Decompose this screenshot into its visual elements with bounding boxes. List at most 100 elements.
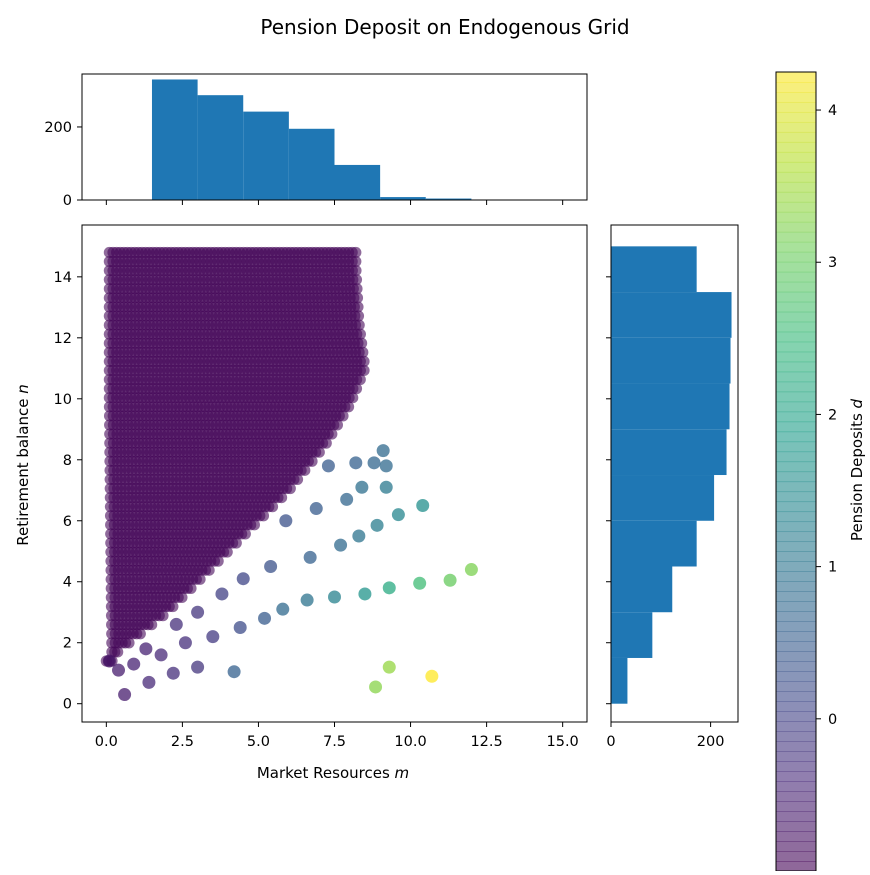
colorbar-segment (776, 72, 816, 83)
colorbar-segment (776, 241, 816, 253)
y-tick-label: 2 (63, 636, 72, 652)
scatter-point (443, 573, 457, 587)
top-histogram-bar (197, 95, 244, 200)
colorbar-segment (776, 381, 816, 393)
scatter-point (227, 665, 241, 679)
scatter-point (127, 657, 141, 671)
grid-point (350, 274, 363, 286)
colorbar-segment (776, 121, 816, 133)
right-histogram-bar (611, 657, 628, 704)
colorbar-segment (776, 641, 816, 652)
right-histogram-bar (611, 612, 653, 658)
colorbar-segment (776, 221, 816, 233)
colorbar-segment (776, 691, 816, 702)
colorbar-segment (776, 481, 816, 493)
top-histogram-bar (380, 197, 426, 200)
colorbar-segment (776, 551, 816, 562)
grid-point (194, 573, 206, 585)
right-histogram-bar (611, 292, 732, 338)
top-histogram: 0 200 (44, 73, 588, 209)
x-tick-label: 10.0 (394, 734, 426, 750)
right-axes-frame (610, 224, 739, 723)
colorbar-segment (776, 461, 816, 473)
colorbar-segment (776, 211, 816, 223)
colorbar-segment (776, 821, 816, 832)
grid-point (291, 473, 304, 486)
colorbar-segment (776, 331, 816, 343)
scatter-point (382, 660, 396, 674)
y-tick-label: 6 (63, 514, 72, 530)
colorbar-segment (776, 831, 816, 842)
x-tick-label: 12.5 (470, 734, 502, 750)
colorbar-segment (776, 441, 816, 453)
grid-point (353, 319, 365, 331)
colorbar-segment (776, 161, 816, 173)
colorbar-segment (776, 281, 816, 293)
grid-point (185, 582, 197, 594)
right-histogram-bar (611, 520, 697, 567)
colorbar-tick-label: 2 (828, 407, 837, 423)
colorbar-tick-label: 3 (828, 255, 837, 271)
scatter-point (370, 518, 384, 532)
colorbar-segment (776, 701, 816, 712)
scatter-point (276, 602, 290, 616)
scatter-point (369, 680, 383, 694)
colorbar-segment (776, 401, 816, 413)
grid-point (112, 646, 124, 658)
colorbar-segment (776, 581, 816, 592)
colorbar-segment (776, 561, 816, 572)
colorbar-segment (776, 151, 816, 163)
grid-point (146, 619, 158, 631)
scatter-point (215, 587, 229, 601)
colorbar-segment (776, 231, 816, 243)
scatter-point (328, 590, 341, 604)
colorbar-segment (776, 131, 816, 143)
scatter-point (321, 459, 335, 473)
colorbar-segment (776, 841, 816, 852)
colorbar-segment (776, 261, 816, 273)
right-histogram-bar (611, 475, 715, 521)
colorbar-segment (776, 111, 816, 123)
scatter-point (206, 630, 220, 644)
colorbar-segment (776, 451, 816, 463)
colorbar-segment (776, 661, 816, 672)
grid-point (320, 437, 332, 449)
colorbar-segment (776, 501, 816, 513)
colorbar-segment (776, 411, 816, 423)
grid-point (203, 564, 215, 576)
scatter-point (142, 675, 156, 689)
colorbar-segment (776, 91, 816, 103)
grid-point (313, 446, 325, 458)
grid-point (351, 292, 364, 304)
scatter-point (279, 514, 293, 528)
scatter-point (233, 620, 247, 634)
grid-point (134, 628, 146, 640)
axis-symbol: d (848, 398, 866, 408)
y-tick-label: 14 (54, 270, 72, 286)
scatter-point (303, 550, 317, 564)
colorbar-segment (776, 301, 816, 313)
colorbar-segment (776, 671, 816, 682)
top-histogram-bar (243, 111, 289, 200)
top-histogram-bar (425, 198, 472, 200)
right-x-tick-label: 0 (606, 734, 615, 750)
colorbar-segment (776, 201, 816, 213)
grid-point (212, 555, 224, 567)
right-x-tick-label: 200 (697, 734, 725, 750)
grid-point (167, 600, 179, 613)
grid-point (352, 310, 365, 322)
grid-point (299, 464, 311, 476)
y-axis-label: Retirement balance n (14, 384, 32, 545)
colorbar-segment (776, 601, 816, 612)
grid-point (306, 455, 318, 467)
scatter-point (334, 538, 348, 552)
grid-point (221, 546, 233, 558)
scatter-point (236, 572, 250, 586)
right-histogram-bar (611, 566, 673, 613)
grid-point (239, 528, 251, 540)
scatter-point (102, 654, 116, 668)
scatter-point (300, 593, 314, 607)
grid-point (123, 637, 135, 649)
colorbar-segment (776, 341, 816, 353)
colorbar-segment (776, 391, 816, 403)
